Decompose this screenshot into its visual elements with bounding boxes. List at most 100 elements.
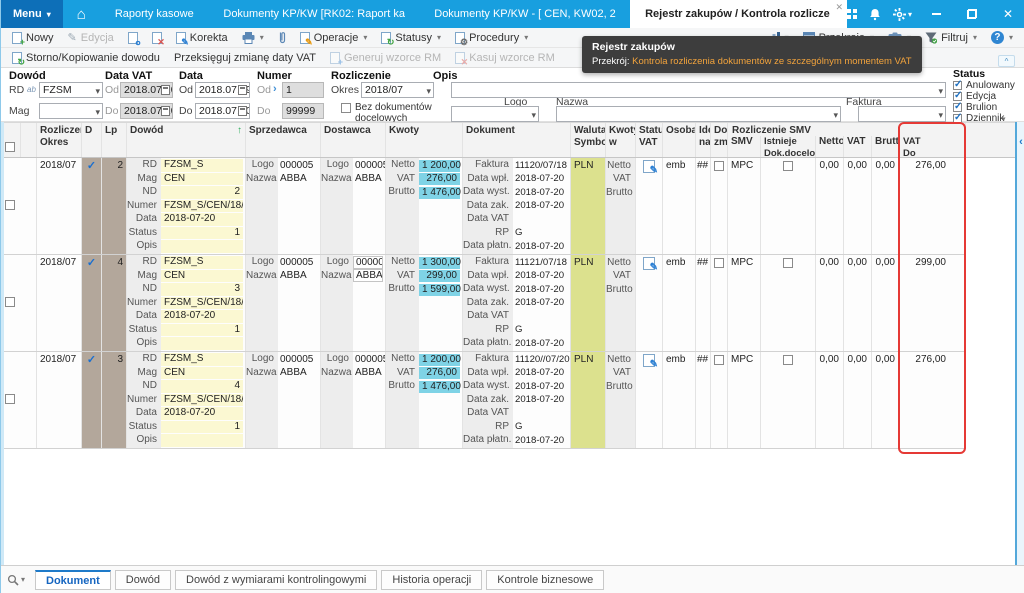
nazwa-select[interactable] — [556, 106, 841, 122]
calendar-icon[interactable] — [161, 106, 170, 116]
tab-rejestr-zakupow-active[interactable]: Rejestr zakupów / Kontrola rozlicze ✕ — [630, 0, 847, 28]
bottom-tab-kontrole-biznesowe[interactable]: Kontrole biznesowe — [486, 569, 605, 590]
istnieje-dok-docelowy-checkbox[interactable] — [783, 258, 793, 268]
status-field[interactable]: 1 — [161, 226, 243, 239]
tab-raporty-kasowe[interactable]: Raporty kasowe — [114, 8, 194, 20]
okres-select[interactable]: 2018/07 — [361, 82, 434, 98]
header-waluta[interactable]: Waluta Symbol — [571, 123, 606, 157]
numer-field[interactable]: FZSM_S/CEN/18/4 — [161, 393, 243, 406]
bottom-tab-historia-operacji[interactable]: Historia operacji — [381, 569, 483, 590]
nd-field[interactable]: 3 — [161, 283, 243, 296]
dostawca-nazwa-value[interactable]: ABBA — [355, 367, 382, 378]
close-button[interactable]: ✕ — [1002, 7, 1014, 21]
mag-field[interactable]: CEN — [161, 172, 243, 185]
dostawca-nazwa-value[interactable]: ABBA — [355, 173, 382, 184]
mag-select[interactable] — [39, 103, 103, 119]
d-checkbox-checked[interactable]: ✓ — [86, 160, 97, 172]
rd-field[interactable]: FZSM_S — [161, 353, 243, 366]
restore-button[interactable] — [960, 0, 984, 28]
header-status-vat[interactable]: Status VAT — [636, 123, 663, 157]
procedures-button[interactable]: ⚙ Procedury ▾ — [448, 28, 535, 48]
header-d[interactable]: D — [82, 123, 102, 157]
data-field[interactable]: 2018-07-20 — [161, 407, 243, 420]
status-scroll-icon[interactable]: ▾ — [1002, 116, 1006, 123]
header-osoba[interactable]: Osoba — [663, 123, 696, 157]
correction-button[interactable]: ✎ Korekta — [169, 28, 235, 48]
bell-icon[interactable] — [869, 8, 881, 21]
status-field[interactable]: 1 — [161, 420, 243, 433]
delete-document-button[interactable]: ✕ — [145, 28, 169, 48]
header-kwoty[interactable]: Kwoty — [386, 123, 463, 157]
faktura-select[interactable] — [858, 106, 946, 122]
header-ide-nag[interactable]: Ide nag — [696, 123, 711, 157]
header-smv[interactable]: SMV — [728, 136, 761, 157]
minimize-button[interactable] — [924, 0, 948, 28]
menu-button[interactable]: Menu ▾ — [1, 0, 63, 28]
opis-field[interactable] — [161, 337, 243, 350]
edit-button[interactable]: ✎ Edycja — [67, 31, 114, 45]
home-button[interactable]: ⌂ — [63, 0, 100, 28]
row-select-checkbox[interactable] — [5, 394, 15, 404]
nd-field[interactable]: 2 — [161, 186, 243, 199]
header-kwoty-w[interactable]: Kwoty w — [606, 123, 636, 157]
data-field[interactable]: 2018-07-20 — [161, 213, 243, 226]
bottom-tab-dokument[interactable]: Dokument — [35, 569, 111, 590]
header-lp[interactable]: Lp — [102, 123, 127, 157]
new-button[interactable]: + Nowy — [5, 28, 61, 48]
numer-field[interactable]: FZSM_S/CEN/18/2 — [161, 199, 243, 212]
operations-button[interactable]: ✎ Operacje ▾ — [293, 28, 375, 48]
settings-button[interactable]: ▾ — [892, 7, 912, 21]
bez-dokumentow-checkbox[interactable]: Bez dokumentów docelowych — [341, 102, 432, 124]
header-do-zm[interactable]: Do zm — [711, 123, 728, 157]
grid-search-button[interactable]: ▾ — [7, 574, 25, 586]
rd-field[interactable]: FZSM_S — [161, 256, 243, 269]
filter-button[interactable]: Filtruj ▾ — [918, 28, 984, 48]
row-select-checkbox[interactable] — [5, 200, 15, 210]
istnieje-dok-docelowy-checkbox[interactable] — [783, 161, 793, 171]
data-field[interactable]: 2018-07-20 — [161, 310, 243, 323]
header-dostawca[interactable]: Dostawca — [321, 123, 386, 157]
generate-rm-templates-button[interactable]: + Generuj wzorce RM — [323, 48, 448, 68]
header-vat[interactable]: VAT — [844, 136, 872, 157]
dostawca-logo-value[interactable]: 000005 — [355, 159, 385, 171]
header-vat-do-rozliczenia[interactable]: VAT Do rozliczenia — [900, 136, 965, 157]
data-od-field[interactable]: 2018.07.19 — [195, 82, 250, 98]
do-zm-checkbox[interactable] — [714, 161, 724, 171]
do-zm-checkbox[interactable] — [714, 258, 724, 268]
tab-dokumenty-kpkw-1[interactable]: Dokumenty KP/KW [RK02: Raport ka — [223, 8, 405, 20]
numer-do-field[interactable]: 99999 — [282, 103, 324, 119]
d-checkbox-checked[interactable]: ✓ — [86, 354, 97, 366]
help-button[interactable]: ? ▾ — [984, 28, 1020, 48]
dostawca-nazwa-value[interactable]: ABBA — [353, 268, 383, 282]
table-row[interactable]: 2018/07 ✓ 3 RD Mag ND Numer Data Status … — [1, 352, 966, 449]
bottom-tab-dowod-wymiary[interactable]: Dowód z wymiarami kontrolingowymi — [175, 569, 378, 590]
status-field[interactable]: 1 — [161, 323, 243, 336]
table-row[interactable]: 2018/07 ✓ 4 RD Mag ND Numer Data Status … — [1, 255, 966, 352]
header-brutto[interactable]: Brutto — [872, 136, 900, 157]
dostawca-logo-value[interactable]: 000005 — [353, 255, 383, 269]
header-rozliczenie-okres[interactable]: Rozliczenie Okres — [37, 123, 82, 157]
logo-select[interactable] — [451, 106, 539, 122]
numer-od-field[interactable]: 1 — [282, 82, 324, 98]
numer-field[interactable]: FZSM_S/CEN/18/3 — [161, 296, 243, 309]
nd-field[interactable]: 4 — [161, 380, 243, 393]
rd-field[interactable]: FZSM_S — [161, 159, 243, 172]
bottom-tab-dowod[interactable]: Dowód — [114, 569, 172, 590]
apps-grid-icon[interactable] — [846, 9, 857, 19]
table-row[interactable]: 2018/07 ✓ 2 RD Mag ND Numer Data Status … — [1, 158, 966, 255]
row-select-checkbox[interactable] — [5, 297, 15, 307]
preview-document-button[interactable]: ๐ — [121, 28, 145, 48]
data-vat-do-field[interactable]: 2018.07.20 — [120, 103, 173, 119]
collapse-filters-button[interactable]: ^ — [998, 55, 1015, 67]
istnieje-dok-docelowy-checkbox[interactable] — [783, 355, 793, 365]
storno-copy-button[interactable]: ↻ Storno/Kopiowanie dowodu — [5, 48, 167, 68]
calendar-icon[interactable] — [238, 85, 247, 95]
delete-rm-templates-button[interactable]: ✕ Kasuj wzorce RM — [448, 48, 562, 68]
header-dokument[interactable]: Dokument — [463, 123, 571, 157]
data-vat-od-field[interactable]: 2018.07.20 — [120, 82, 173, 98]
select-all-checkbox[interactable] — [5, 142, 15, 152]
mag-field[interactable]: CEN — [161, 366, 243, 379]
attachments-button[interactable] — [271, 28, 293, 48]
mag-field[interactable]: CEN — [161, 269, 243, 282]
opis-select[interactable] — [451, 82, 946, 98]
